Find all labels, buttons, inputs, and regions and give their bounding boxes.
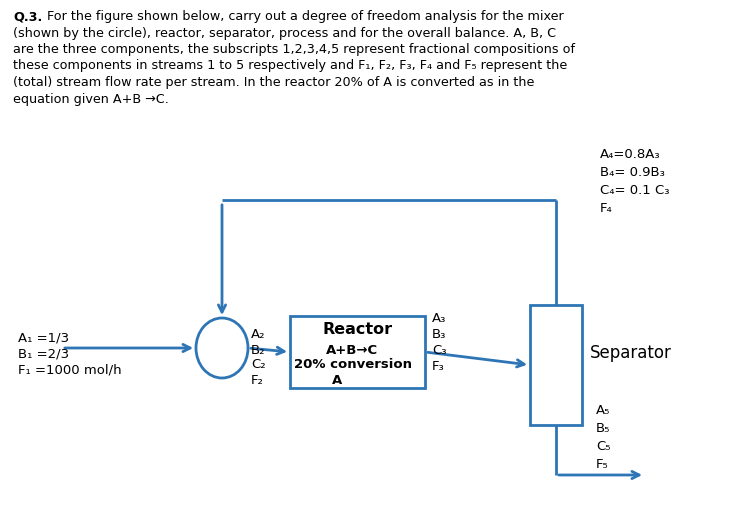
Text: equation given A+B →C.: equation given A+B →C.	[13, 93, 169, 106]
Text: these components in streams 1 to 5 respectively and F₁, F₂, F₃, F₄ and F₅ repres: these components in streams 1 to 5 respe…	[13, 60, 567, 73]
Text: A₄=0.8A₃: A₄=0.8A₃	[600, 149, 660, 162]
Text: Reactor: Reactor	[323, 323, 393, 338]
Text: A: A	[332, 373, 343, 386]
Text: F₄: F₄	[600, 203, 613, 215]
Text: For the figure shown below, carry out a degree of freedom analysis for the mixer: For the figure shown below, carry out a …	[43, 10, 564, 23]
Text: A+B→C: A+B→C	[326, 343, 378, 356]
Text: Separator: Separator	[590, 344, 672, 362]
Text: A₂: A₂	[251, 328, 266, 341]
Bar	[530, 305, 582, 425]
Text: C₄= 0.1 C₃: C₄= 0.1 C₃	[600, 184, 669, 197]
Text: F₅: F₅	[596, 457, 608, 470]
Text: A₃: A₃	[432, 311, 447, 324]
Text: (shown by the circle), reactor, separator, process and for the overall balance. : (shown by the circle), reactor, separato…	[13, 26, 556, 39]
Text: are the three components, the subscripts 1,2,3,4,5 represent fractional composit: are the three components, the subscripts…	[13, 43, 575, 56]
Text: F₁ =1000 mol/h: F₁ =1000 mol/h	[18, 364, 122, 377]
Text: B₄= 0.9B₃: B₄= 0.9B₃	[600, 166, 665, 180]
Bar	[290, 316, 425, 388]
Text: B₁ =2/3: B₁ =2/3	[18, 348, 69, 361]
Text: A₅: A₅	[596, 404, 611, 416]
Text: F₂: F₂	[251, 373, 264, 386]
Text: B₅: B₅	[596, 422, 611, 435]
Text: A₁ =1/3: A₁ =1/3	[18, 332, 69, 344]
Text: C₅: C₅	[596, 439, 611, 453]
Text: (total) stream flow rate per stream. In the reactor 20% of A is converted as in : (total) stream flow rate per stream. In …	[13, 76, 534, 89]
Text: C₃: C₃	[432, 343, 447, 356]
Text: 20% conversion: 20% conversion	[294, 358, 412, 371]
Text: B₂: B₂	[251, 343, 266, 356]
Text: B₃: B₃	[432, 327, 447, 340]
Text: C₂: C₂	[251, 358, 266, 371]
Text: F₃: F₃	[432, 359, 444, 372]
Text: Q.3.: Q.3.	[13, 10, 42, 23]
